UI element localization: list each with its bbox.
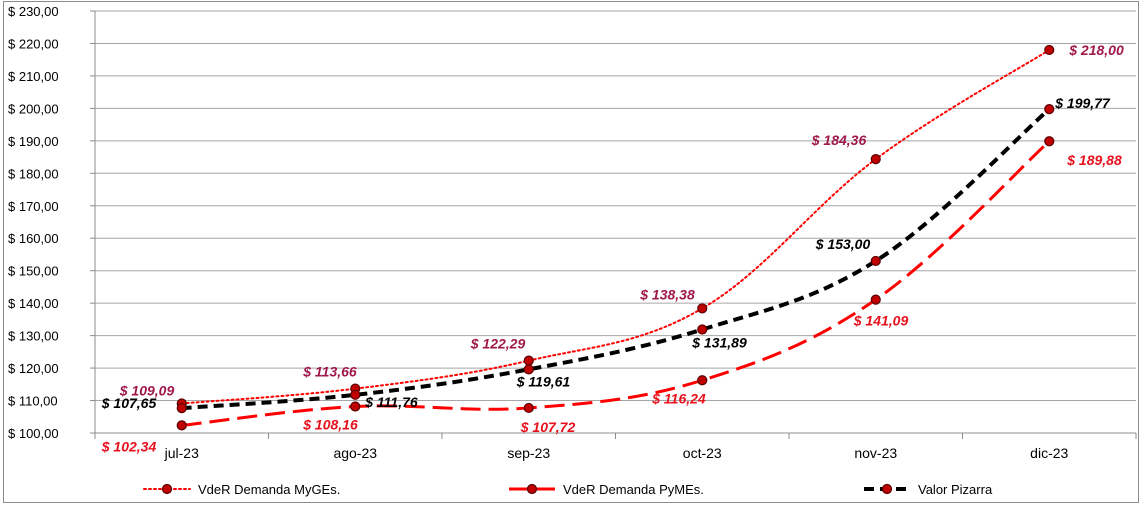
- data-point: [697, 303, 708, 314]
- data-label: $ 184,36: [811, 132, 867, 148]
- data-point: [1044, 104, 1055, 115]
- y-tick-label: $ 180,00: [8, 166, 59, 181]
- legend-swatch-marker: [161, 483, 173, 495]
- data-point: [523, 402, 534, 414]
- legend-swatch-marker: [881, 483, 893, 495]
- y-tick-label: $ 210,00: [8, 69, 59, 84]
- legend-label: VdeR Demanda PyMEs.: [563, 482, 704, 497]
- y-tick-label: $ 190,00: [8, 134, 59, 149]
- y-tick-label: $ 130,00: [8, 329, 59, 344]
- data-point: [523, 364, 534, 375]
- data-point: [697, 375, 708, 386]
- data-label: $ 102,34: [101, 438, 157, 454]
- x-category-label: sep-23: [507, 445, 550, 461]
- data-point: [176, 403, 187, 414]
- y-tick-label: $ 160,00: [8, 231, 59, 246]
- data-point: [870, 294, 881, 305]
- data-label: $ 113,66: [302, 364, 357, 380]
- x-category-label: dic-23: [1030, 445, 1068, 461]
- data-point: [1044, 136, 1055, 147]
- line-chart: $ 100,00 $ 110,00 $ 120,00 $ 130,00 $ 140,00…: [8, 4, 1137, 497]
- y-tick-label: $ 120,00: [8, 361, 59, 376]
- data-label: $ 122,29: [470, 336, 526, 352]
- y-tick-label: $ 230,00: [8, 4, 59, 19]
- data-label: $ 218,00: [1068, 42, 1124, 58]
- data-label: $ 131,89: [691, 334, 747, 350]
- y-tick-label: $ 140,00: [8, 296, 59, 311]
- y-tick-label: $ 100,00: [8, 426, 59, 441]
- data-label: $ 138,38: [639, 286, 695, 302]
- y-tick-label: $ 150,00: [8, 264, 59, 279]
- data-label: $ 119,61: [516, 373, 571, 389]
- x-category-label: oct-23: [683, 445, 722, 461]
- data-point: [870, 255, 881, 267]
- data-label: $ 116,24: [651, 390, 706, 406]
- data-label: $ 141,09: [853, 313, 909, 329]
- series-line-1: [180, 48, 1051, 405]
- data-point: [523, 355, 534, 366]
- data-point: [1044, 44, 1055, 56]
- data-label: $ 109,09: [119, 382, 175, 398]
- x-category-label: ago-23: [333, 445, 377, 461]
- data-label: $ 107,65: [101, 395, 157, 411]
- series-line-2: [181, 140, 1051, 427]
- data-point: [697, 324, 708, 335]
- data-label: $ 108,16: [302, 417, 358, 433]
- y-tick-label: $ 200,00: [8, 101, 59, 116]
- x-category-label: jul-23: [164, 445, 199, 461]
- legend-label: VdeR Demanda MyGEs.: [198, 482, 340, 497]
- series-line-3: [181, 107, 1051, 411]
- data-point: [176, 420, 187, 431]
- data-label: $ 111,76: [364, 394, 418, 410]
- data-label: $ 107,72: [520, 419, 576, 435]
- data-label: $ 189,88: [1066, 152, 1122, 168]
- data-label: $ 153,00: [815, 236, 871, 252]
- legend-label: Valor Pizarra: [918, 482, 993, 497]
- y-tick-label: $ 170,00: [8, 199, 59, 214]
- x-category-label: nov-23: [854, 445, 897, 461]
- y-tick-label: $ 220,00: [8, 36, 59, 51]
- data-point: [870, 154, 881, 165]
- data-point: [350, 401, 361, 412]
- chart-frame: $ 100,00 $ 110,00 $ 120,00 $ 130,00 $ 140,00…: [3, 1, 1139, 503]
- data-point: [350, 389, 361, 400]
- legend-swatch-marker: [526, 483, 538, 495]
- data-label: $ 199,77: [1054, 95, 1111, 111]
- y-tick-label: $ 110,00: [8, 394, 58, 409]
